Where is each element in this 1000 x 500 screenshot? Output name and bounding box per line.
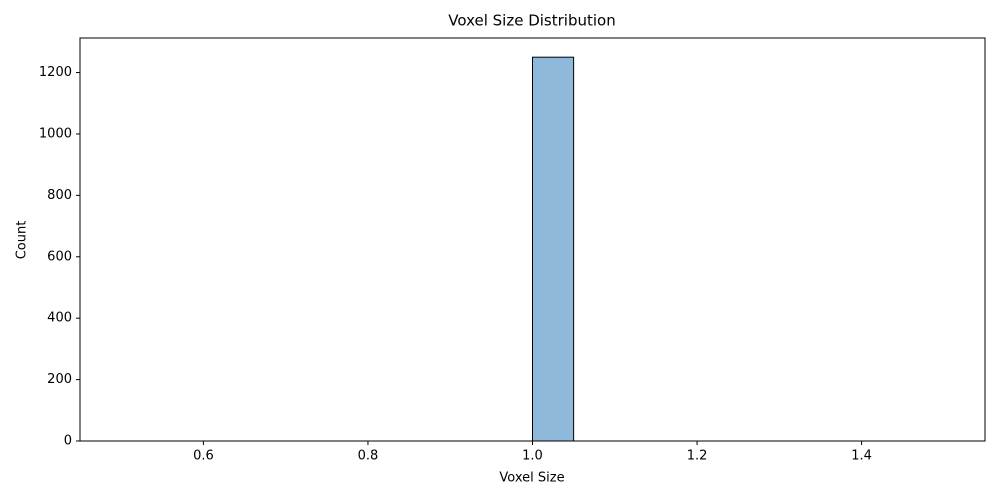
y-tick-label: 1000 [39, 126, 72, 141]
x-tick-label: 1.2 [687, 449, 708, 464]
x-tick-label: 1.4 [851, 449, 872, 464]
x-tick-label: 0.8 [358, 449, 379, 464]
y-tick-label: 200 [47, 372, 72, 387]
y-tick-label: 400 [47, 311, 72, 326]
x-tick-label: 0.6 [193, 449, 214, 464]
y-axis-label: Count [15, 221, 30, 260]
y-tick-label: 600 [47, 249, 72, 264]
y-tick-label: 0 [64, 434, 72, 449]
x-axis-label: Voxel Size [499, 471, 564, 486]
chart-title: Voxel Size Distribution [448, 12, 615, 30]
y-tick-label: 800 [47, 188, 72, 203]
bar [532, 56, 575, 442]
y-tick-label: 1200 [39, 65, 72, 80]
x-tick-label: 1.0 [522, 449, 543, 464]
